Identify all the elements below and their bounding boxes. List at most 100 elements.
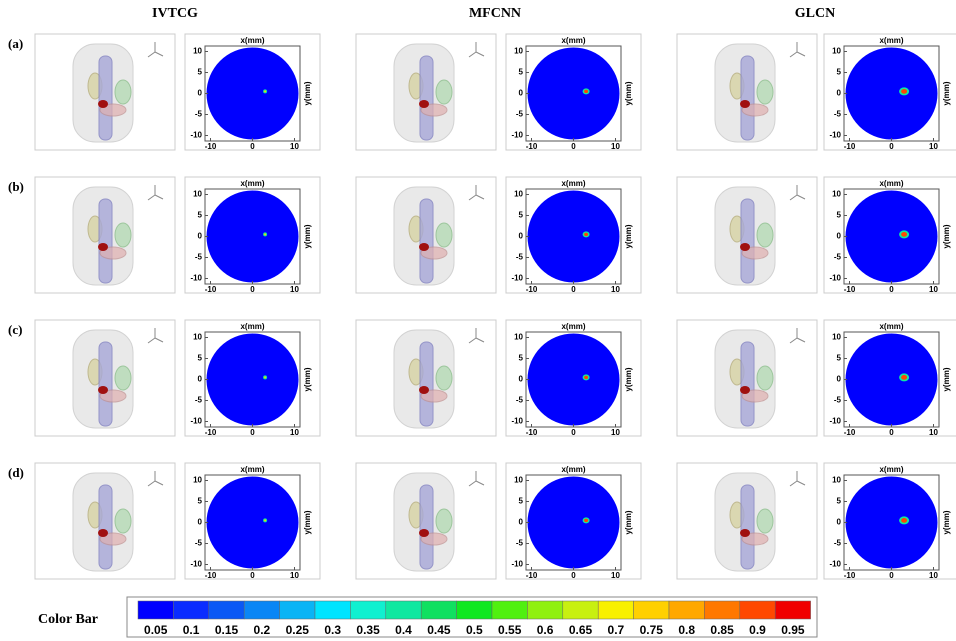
x-tick-label: -10 [844,285,856,294]
y-tick-label: -5 [516,110,524,119]
spot-inner [584,90,588,93]
y-tick-label: -5 [834,396,842,405]
y-tick-label: -5 [195,396,203,405]
y-tick-label: 0 [519,375,524,384]
target [98,529,108,537]
disk [207,477,299,569]
column-header: IVTCG [152,6,198,21]
x-tick-label: -10 [205,142,217,151]
disk [846,48,938,140]
color-bar-tick: 0.7 [608,623,625,637]
color-cell [421,601,456,619]
y-axis-label: y(mm) [303,81,312,105]
color-bar-tick: 0.75 [640,623,664,637]
color-cell [634,601,669,619]
y-tick-label: 10 [832,476,841,485]
x-tick-label: 0 [571,285,576,294]
x-tick-label: -10 [205,571,217,580]
tube [420,199,433,283]
y-tick-label: -10 [190,560,202,569]
y-tick-label: -5 [834,110,842,119]
x-axis-label: x(mm) [879,465,903,474]
y-tick-label: 0 [198,375,203,384]
disk [207,48,299,140]
x-tick-label: -10 [526,428,538,437]
target [98,100,108,108]
color-bar-label: Color Bar [38,612,98,627]
x-tick-label: -10 [526,142,538,151]
spot-inner [264,90,266,92]
y-axis-label: y(mm) [942,510,951,534]
y-tick-label: -10 [829,131,841,140]
color-bar-tick: 0.9 [749,623,766,637]
color-cell [315,601,350,619]
x-tick-label: -10 [205,428,217,437]
color-cell [775,601,810,619]
spot-inner [901,375,907,380]
x-tick-label: -10 [526,285,538,294]
target [740,243,750,251]
y-tick-label: 10 [514,333,523,342]
color-bar-tick: 0.95 [781,623,805,637]
x-tick-label: 10 [290,571,299,580]
x-tick-label: 10 [611,142,620,151]
y-tick-label: 10 [514,190,523,199]
spot-inner [584,233,588,236]
y-tick-label: 0 [198,232,203,241]
tube [99,342,112,426]
x-axis-label: x(mm) [879,322,903,331]
x-axis-label: x(mm) [240,465,264,474]
color-cell [386,601,421,619]
tube [420,342,433,426]
y-tick-label: 10 [193,190,202,199]
tube [99,485,112,569]
x-axis-label: x(mm) [879,179,903,188]
organ-green [115,223,131,247]
y-tick-label: 0 [837,232,842,241]
y-tick-label: 0 [837,375,842,384]
color-bar-tick: 0.35 [356,623,380,637]
row-label: (d) [8,465,24,480]
y-tick-label: 0 [519,518,524,527]
target [98,243,108,251]
y-tick-label: 5 [837,68,842,77]
y-tick-label: 10 [832,190,841,199]
y-tick-label: -5 [195,539,203,548]
y-tick-label: 10 [193,476,202,485]
x-axis-label: x(mm) [561,179,585,188]
y-axis-label: y(mm) [624,510,633,534]
y-tick-label: -10 [511,417,523,426]
y-tick-label: 0 [519,89,524,98]
target [740,100,750,108]
color-bar-tick: 0.25 [286,623,310,637]
color-bar-tick: 0.1 [183,623,200,637]
color-cell [457,601,492,619]
spot-inner [264,519,266,521]
target [419,529,429,537]
y-tick-label: -10 [829,560,841,569]
x-tick-label: 0 [889,142,894,151]
color-bar-tick: 0.8 [678,623,695,637]
y-tick-label: -10 [190,417,202,426]
y-axis-label: y(mm) [624,367,633,391]
x-tick-label: 0 [889,571,894,580]
y-tick-label: -10 [190,274,202,283]
y-tick-label: -5 [516,539,524,548]
y-tick-label: 5 [519,68,524,77]
y-tick-label: 5 [519,211,524,220]
target [419,100,429,108]
organ-green [757,509,773,533]
y-tick-label: 5 [198,211,203,220]
column-header: GLCN [795,6,835,21]
target [740,529,750,537]
y-tick-label: 5 [837,211,842,220]
x-tick-label: 10 [929,142,938,151]
row-label: (c) [8,322,22,337]
color-cell [527,601,562,619]
color-bar-tick: 0.05 [144,623,168,637]
y-tick-label: -10 [511,274,523,283]
y-tick-label: 10 [514,476,523,485]
y-tick-label: 5 [519,497,524,506]
row-label: (a) [8,36,23,51]
tube [741,485,754,569]
